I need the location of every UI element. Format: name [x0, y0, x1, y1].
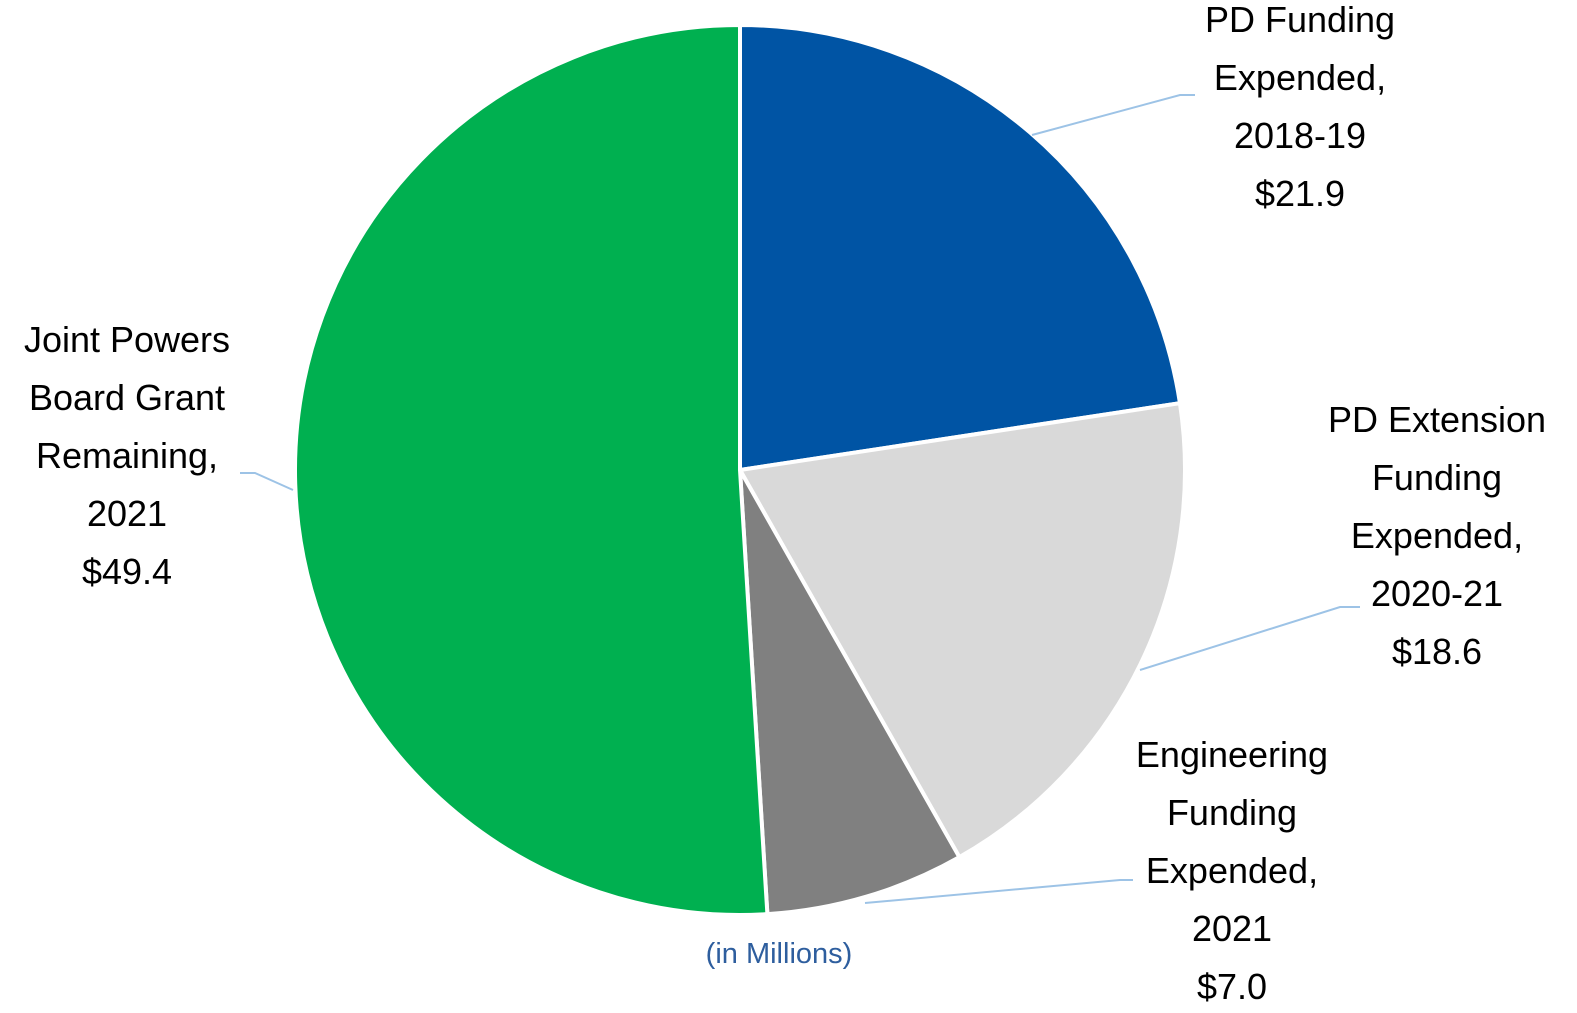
slice-label: Joint Powers Board Grant Remaining, 2021… [2, 311, 252, 601]
pie-slice [738, 469, 963, 917]
category-label: PD Extension Funding Expended, 2020-21 [1327, 399, 1547, 614]
pie-slice [293, 22, 770, 917]
slice-label: Engineering Funding Expended, 2021 $7.0 [1107, 726, 1357, 1013]
pie-slice [736, 400, 1187, 860]
category-label: Joint Powers Board Grant Remaining, 2021 [23, 319, 231, 534]
slice-label: PD Funding Expended, 2018-19 $21.9 [1175, 0, 1425, 223]
pie-slice [738, 22, 1183, 473]
value-label: $7.0 [1196, 966, 1268, 1007]
category-label: PD Funding Expended, 2018-19 [1204, 0, 1396, 156]
value-label: $18.6 [1391, 631, 1483, 672]
leader-lines [240, 94, 1360, 904]
slice-label: PD Extension Funding Expended, 2020-21 $1… [1312, 391, 1562, 681]
value-label: $21.9 [1254, 173, 1346, 214]
leader-line [240, 472, 294, 491]
annotation: (in Millions) [705, 938, 853, 970]
category-label: Engineering Funding Expended, 2021 [1135, 734, 1329, 949]
value-label: $49.4 [81, 551, 173, 592]
leader-line [1031, 94, 1195, 136]
leader-line [864, 879, 1133, 904]
leader-line [1139, 606, 1360, 671]
